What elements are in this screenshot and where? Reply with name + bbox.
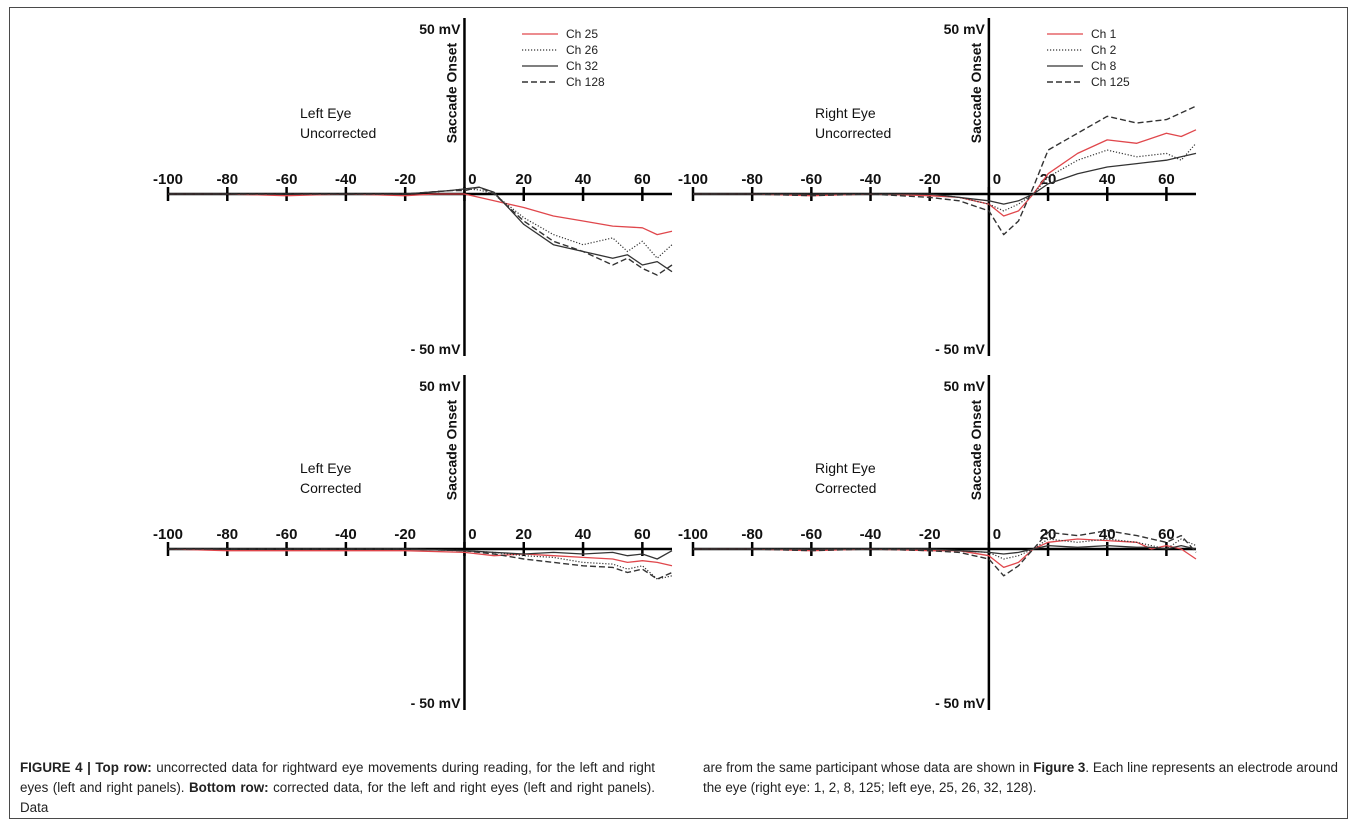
legend-label: Ch 25 <box>566 27 598 41</box>
series-line-ch-125 <box>693 529 1197 577</box>
x-tick-label: 20 <box>515 171 532 188</box>
caption-run: Bottom row: <box>189 780 269 795</box>
x-tick-label: -60 <box>801 171 823 188</box>
series-line-ch-1 <box>693 129 1197 217</box>
caption-run: FIGURE 4 | Top row: <box>20 760 152 775</box>
series-line-ch-2 <box>693 538 1197 560</box>
saccade-onset-label: Saccade Onset <box>968 399 984 500</box>
series-line-ch-25 <box>168 193 673 236</box>
x-tick-label: 40 <box>1099 171 1116 188</box>
chart-panel-3: -100 -80 -60 -40 -20 0 20 40 60 50 mV - 50 mV Sacca… <box>153 375 673 711</box>
legend-label: Ch 128 <box>566 75 605 89</box>
legend-label: Ch 2 <box>1091 43 1117 57</box>
y-min-label: - 50 mV <box>411 341 461 357</box>
series-line-ch-32 <box>168 186 673 273</box>
y-max-label: 50 mV <box>944 378 986 394</box>
x-tick-label: 0 <box>468 526 476 543</box>
x-tick-label: -60 <box>276 526 298 543</box>
x-tick-label: -20 <box>919 171 941 188</box>
caption-run: Figure 3 <box>1033 760 1086 775</box>
x-tick-label: 0 <box>993 171 1001 188</box>
x-tick-label: 40 <box>575 171 592 188</box>
caption-run: uncorrected data for rightward eye movem… <box>20 760 655 795</box>
x-tick-label: -100 <box>153 171 183 188</box>
panel-title-line: Right Eye <box>815 460 876 476</box>
chart-panel-2: -100 -80 -60 -40 -20 0 20 40 60 50 mV - 50 mV Sacca… <box>678 18 1197 357</box>
chart-panel-4: -100 -80 -60 -40 -20 0 20 40 60 50 mV - 50 mV Sacca… <box>678 375 1197 711</box>
y-min-label: - 50 mV <box>935 341 985 357</box>
x-tick-label: 60 <box>634 526 651 543</box>
series-line-ch-1 <box>693 538 1197 569</box>
caption-run: corrected data, for the left and right e… <box>20 780 655 815</box>
x-tick-label: -80 <box>216 171 238 188</box>
x-tick-label: 40 <box>1099 526 1116 543</box>
panel-title-line: Uncorrected <box>815 125 891 141</box>
x-tick-label: 60 <box>1158 171 1175 188</box>
x-tick-label: -60 <box>276 171 298 188</box>
x-tick-label: -100 <box>678 526 708 543</box>
legend-label: Ch 26 <box>566 43 598 57</box>
panel-title-line: Uncorrected <box>300 125 376 141</box>
x-tick-label: -40 <box>860 526 882 543</box>
x-tick-label: -20 <box>394 171 416 188</box>
panel-title-line: Left Eye <box>300 460 352 476</box>
x-tick-label: -20 <box>394 526 416 543</box>
figure-frame <box>9 7 1348 819</box>
x-tick-label: 20 <box>515 526 532 543</box>
x-tick-label: -100 <box>678 171 708 188</box>
series-line-ch-128 <box>168 186 673 276</box>
series-line-ch-128 <box>168 548 673 580</box>
x-tick-label: -20 <box>919 526 941 543</box>
y-min-label: - 50 mV <box>411 695 461 711</box>
panel-title-line: Right Eye <box>815 105 876 121</box>
y-min-label: - 50 mV <box>935 695 985 711</box>
y-max-label: 50 mV <box>944 21 986 37</box>
x-tick-label: 20 <box>1040 171 1057 188</box>
panel-title-line: Corrected <box>815 480 876 496</box>
series-line-ch-2 <box>693 142 1197 212</box>
y-max-label: 50 mV <box>419 21 461 37</box>
x-tick-label: -80 <box>741 526 763 543</box>
legend-label: Ch 125 <box>1091 75 1130 89</box>
x-tick-label: -40 <box>335 171 357 188</box>
x-tick-label: -80 <box>741 171 763 188</box>
caption-column-left: FIGURE 4 | Top row: uncorrected data for… <box>20 758 655 818</box>
caption-run: are from the same participant whose data… <box>703 760 1034 775</box>
saccade-onset-label: Saccade Onset <box>968 42 984 143</box>
x-tick-label: -80 <box>216 526 238 543</box>
x-tick-label: -40 <box>860 171 882 188</box>
caption-run: . Each line represents an electrode arou… <box>703 760 1338 795</box>
caption-column-right: are from the same participant whose data… <box>703 758 1338 818</box>
legend-label: Ch 32 <box>566 59 598 73</box>
chart-panel-1: -100 -80 -60 -40 -20 0 20 40 60 50 mV - 50 mV Sacca… <box>153 18 673 357</box>
series-line-ch-26 <box>168 188 673 259</box>
x-tick-label: 0 <box>468 171 476 188</box>
x-tick-label: -60 <box>801 526 823 543</box>
y-max-label: 50 mV <box>419 378 461 394</box>
legend-label: Ch 8 <box>1091 59 1117 73</box>
x-tick-label: 40 <box>575 526 592 543</box>
x-tick-label: 20 <box>1040 526 1057 543</box>
panel-title-line: Corrected <box>300 480 361 496</box>
saccade-onset-label: Saccade Onset <box>443 399 459 500</box>
legend-label: Ch 1 <box>1091 27 1117 41</box>
figure-caption: FIGURE 4 | Top row: uncorrected data for… <box>20 758 1338 818</box>
series-line-ch-125 <box>693 105 1197 236</box>
x-tick-label: 60 <box>634 171 651 188</box>
panel-title-line: Left Eye <box>300 105 352 121</box>
x-tick-label: 60 <box>1158 526 1175 543</box>
x-tick-label: 0 <box>993 526 1001 543</box>
x-tick-label: -40 <box>335 526 357 543</box>
saccade-onset-label: Saccade Onset <box>443 42 459 143</box>
x-tick-label: -100 <box>153 526 183 543</box>
